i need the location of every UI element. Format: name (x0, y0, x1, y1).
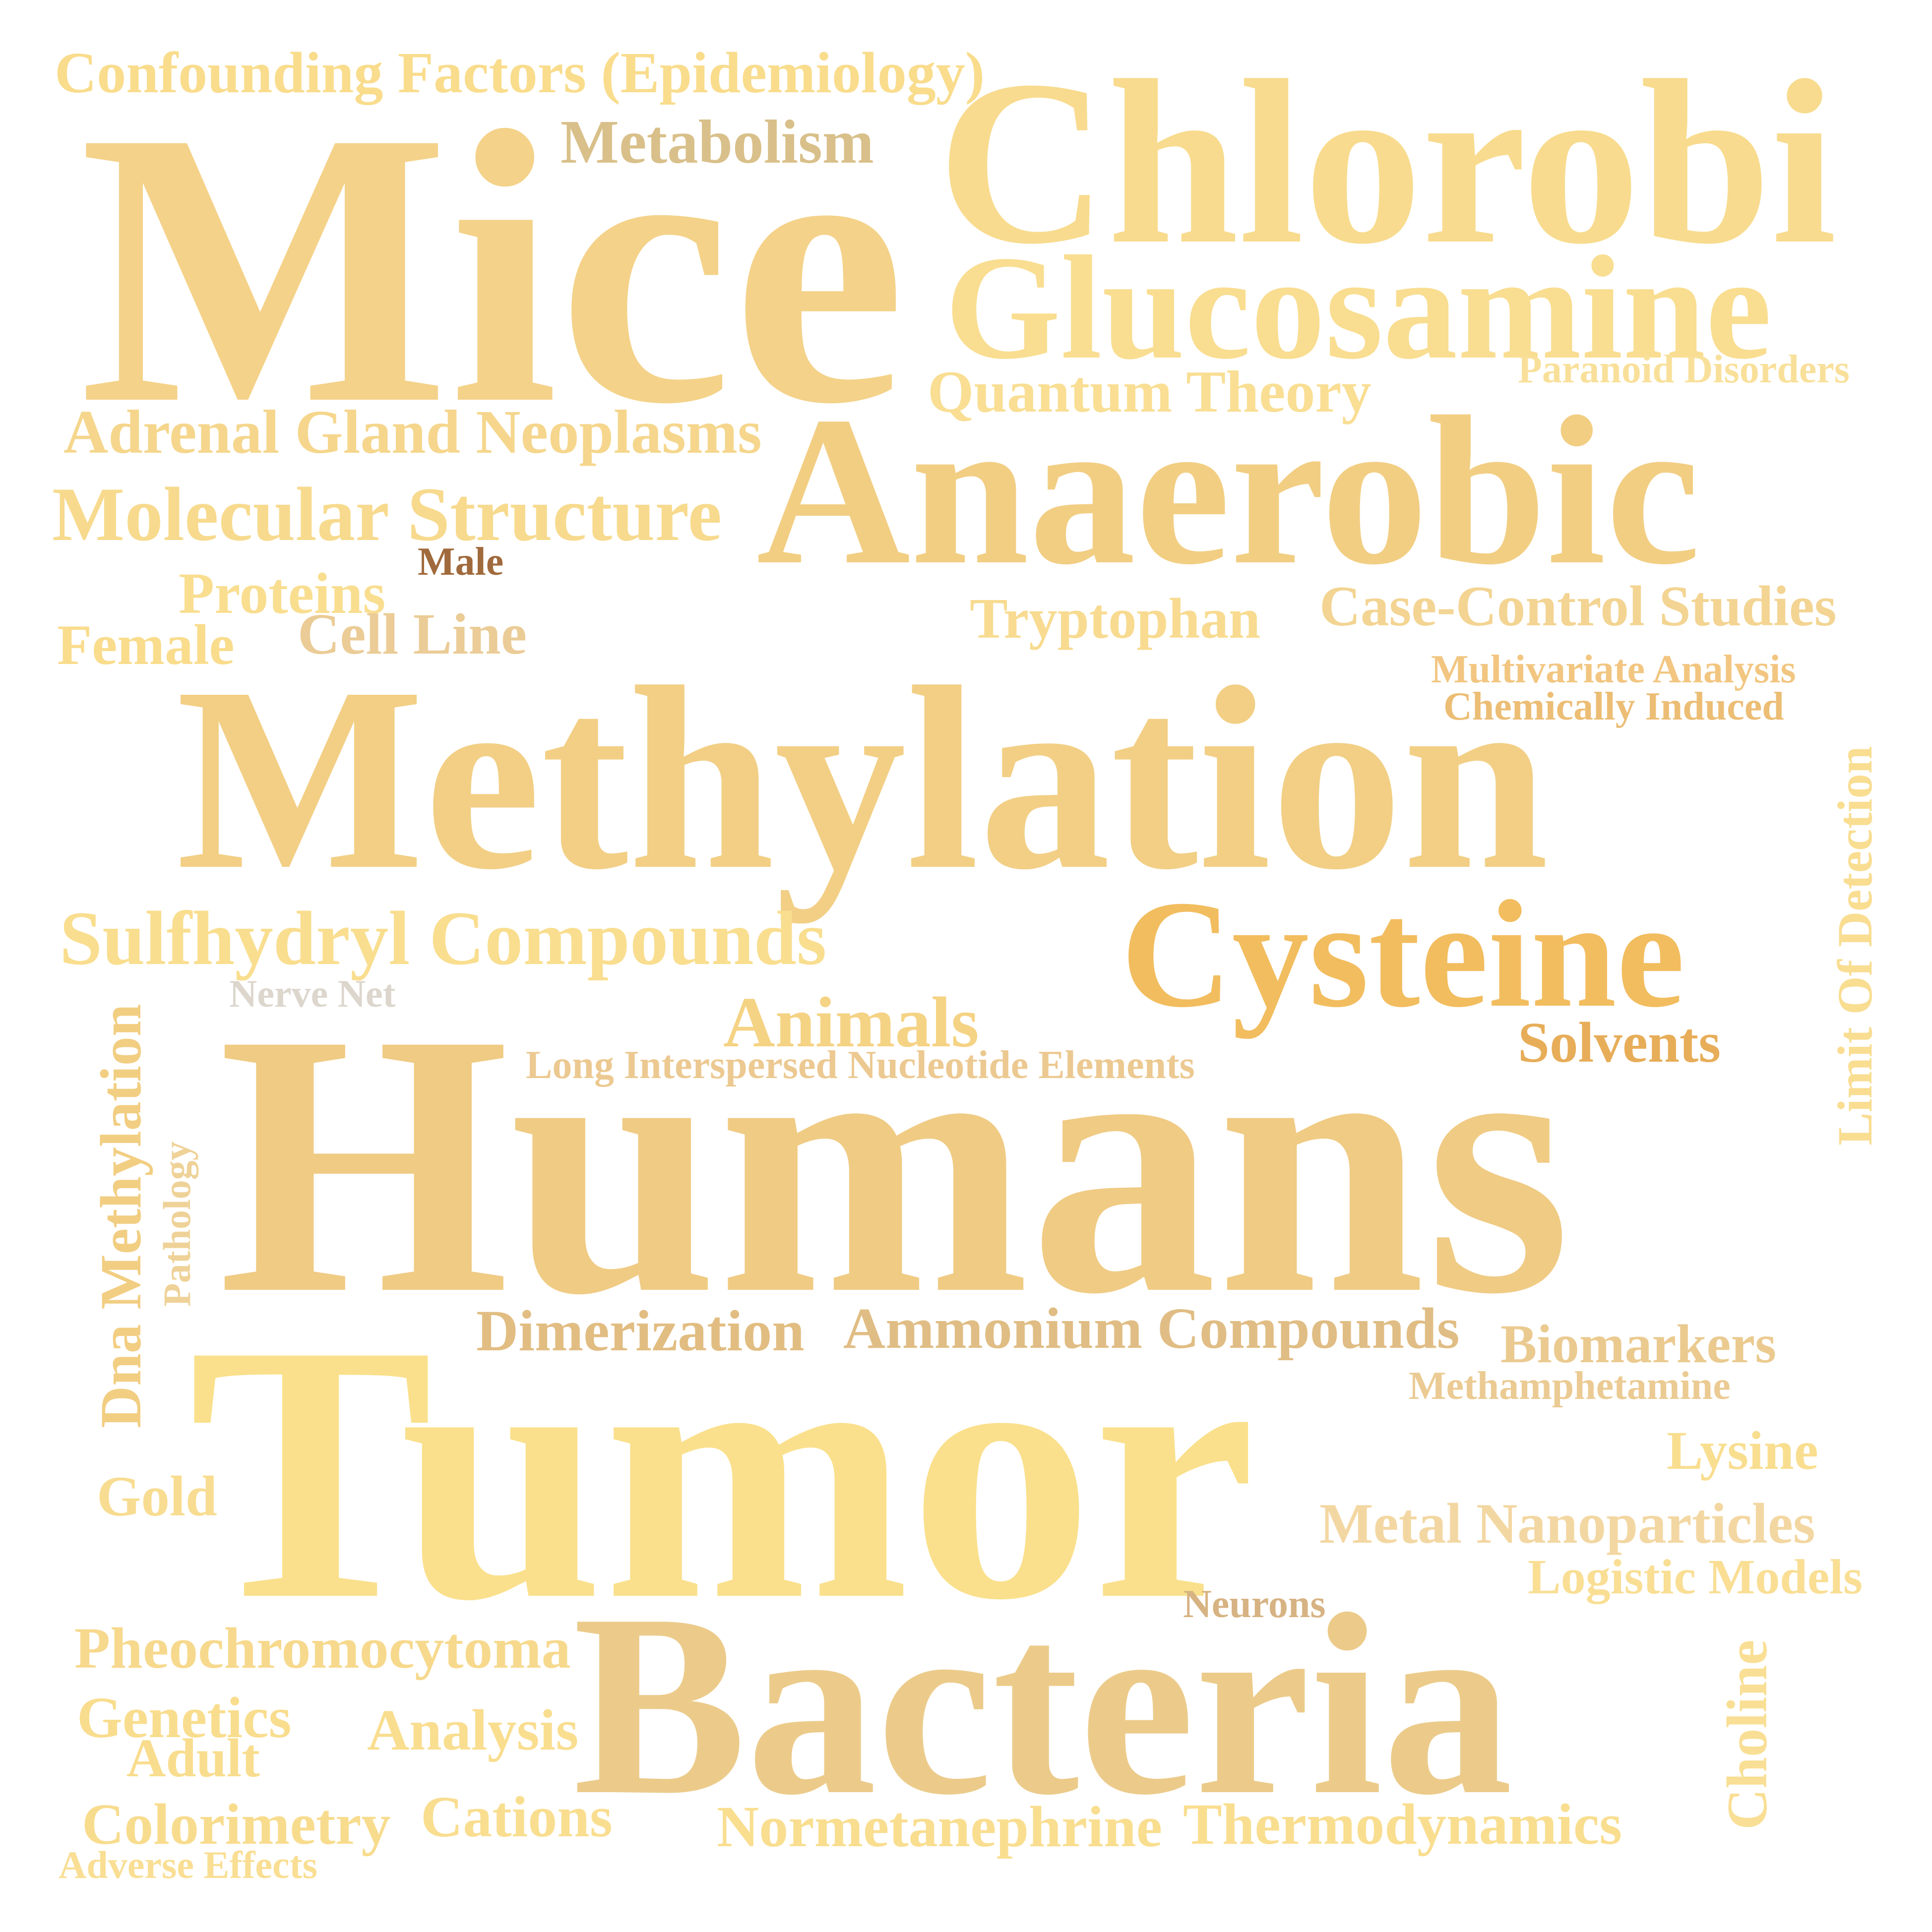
word-metal-nanoparticles: Metal Nanoparticles (1319, 1492, 1815, 1555)
word-bacteria: Bacteria (573, 1560, 1513, 1849)
word-limit-of-detection: Limit Of Detection (1827, 746, 1882, 1146)
word-mice: Mice (79, 51, 906, 484)
word-colorimetry: Colorimetry (82, 1792, 391, 1857)
word-neurons: Neurons (1183, 1582, 1326, 1626)
word-confounding-factors: Confounding Factors (Epidemiology) (55, 40, 985, 105)
word-biomarkers: Biomarkers (1500, 1314, 1777, 1374)
word-quantum-theory: Quantum Theory (928, 359, 1371, 424)
word-case-control-studies: Case-Control Studies (1319, 575, 1837, 638)
word-choline: Choline (1716, 1639, 1779, 1830)
word-normetanephrine: Normetanephrine (717, 1794, 1162, 1859)
word-multivariate-analysis: Multivariate Analysis (1431, 648, 1796, 691)
word-molecular-structure: Molecular Structure (52, 472, 722, 557)
word-solvents: Solvents (1518, 1011, 1721, 1074)
word-nerve-net: Nerve Net (229, 972, 396, 1015)
word-methylation: Methylation (176, 633, 1549, 924)
word-dna-methylation: Dna Methylation (88, 1004, 153, 1429)
word-chemically-induced: Chemically Induced (1443, 685, 1784, 728)
word-thermodynamics: Thermodynamics (1183, 1792, 1622, 1857)
word-animals: Animals (723, 983, 979, 1062)
word-gold: Gold (97, 1465, 217, 1528)
word-cysteine: Cysteine (1121, 869, 1685, 1039)
word-analysis: Analysis (367, 1697, 579, 1762)
word-tumor: Tumor (188, 1269, 1256, 1676)
word-tryptophan: Tryptophan (970, 587, 1260, 650)
word-sulfhydryl-compounds: Sulfhydryl Compounds (60, 896, 827, 981)
word-male: Male (418, 540, 504, 584)
word-adult: Adult (126, 1728, 260, 1788)
word-methamphetamine: Methamphetamine (1409, 1364, 1731, 1408)
word-adrenal-gland-neoplasms: Adrenal Gland Neoplasms (63, 398, 762, 467)
word-lysine: Lysine (1667, 1420, 1818, 1481)
word-long-interspersed: Long Interspersed Nucleotide Elements (526, 1043, 1195, 1087)
word-dimerization: Dimerization (476, 1298, 805, 1363)
word-female: Female (57, 613, 235, 676)
word-adverse-effects: Adverse Effects (59, 1843, 317, 1886)
word-pheochromocytoma: Pheochromocytoma (74, 1616, 571, 1681)
word-paranoid-disorders: Paranoid Disorders (1518, 348, 1850, 391)
word-cations: Cations (421, 1784, 613, 1849)
word-anaerobic: Anaerobic (756, 373, 1701, 609)
word-chlorobi: Chlorobi (937, 32, 1837, 293)
word-logistic-models: Logistic Models (1528, 1549, 1863, 1604)
word-cell-line: Cell Line (298, 602, 527, 666)
word-humans: Humans (218, 957, 1571, 1371)
word-glucosamine: Glucosamine (945, 225, 1772, 390)
word-proteins: Proteins (179, 561, 386, 626)
word-genetics: Genetics (77, 1685, 292, 1750)
word-metabolism: Metabolism (561, 108, 874, 177)
word-ammonium-compounds: Ammonium Compounds (843, 1296, 1460, 1361)
